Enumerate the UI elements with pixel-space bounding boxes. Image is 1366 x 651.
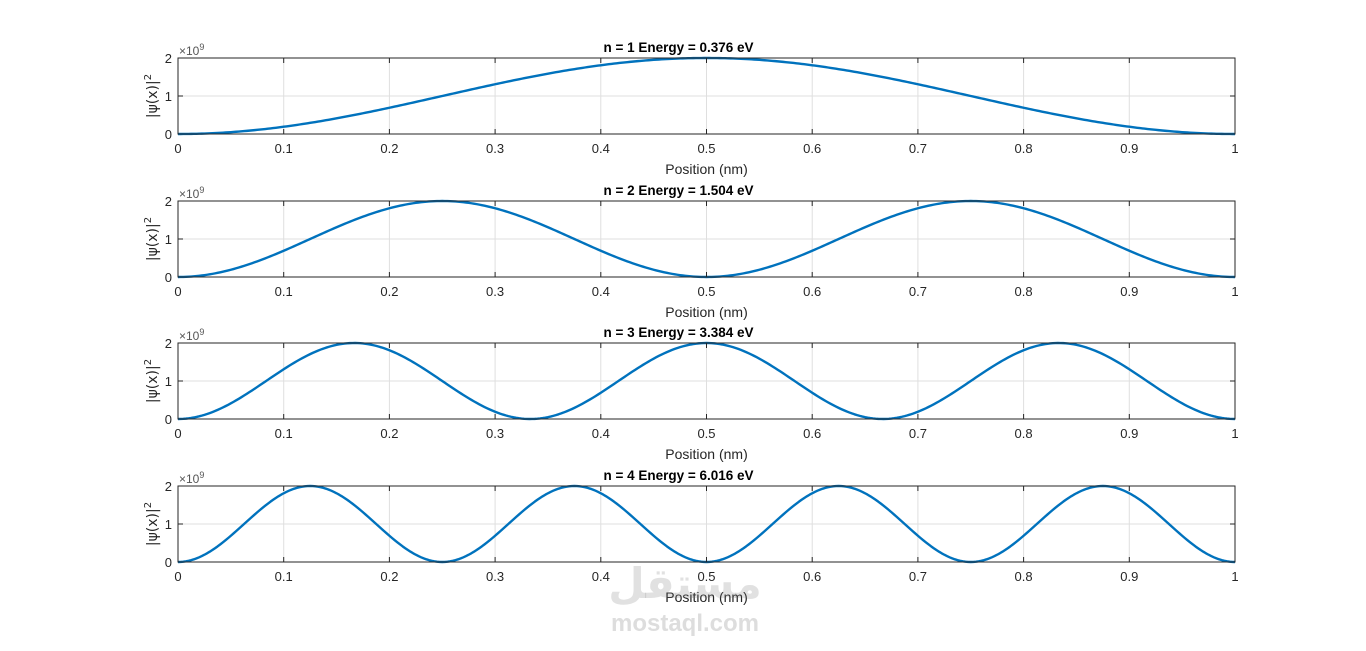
y-exponent-power: 9	[199, 470, 204, 480]
x-tick-label: 0.5	[697, 426, 715, 441]
subplot-title: n = 4 Energy = 6.016 eV	[603, 468, 753, 483]
x-tick-label: 0.2	[380, 569, 398, 584]
y-exponent-label: ×109	[179, 327, 204, 343]
y-exponent-label: ×109	[179, 185, 204, 201]
y-axis-label: |ψ(x)|2	[143, 74, 161, 118]
x-tick-label: 0.1	[275, 141, 293, 156]
subplot-4: 0 0.1 0.2 0.3 0.4 0.5 0.6 0.7 0.8 0.9 1 0 1 2 ×109 n = …	[143, 468, 1239, 605]
y-axis-label: |ψ(x)|2	[143, 217, 161, 261]
x-tick-label: 0.2	[380, 284, 398, 299]
x-tick-label: 0.6	[803, 141, 821, 156]
x-axis-label: Position (nm)	[665, 304, 747, 320]
y-exponent-label: ×109	[179, 42, 204, 58]
x-tick-label: 0.4	[592, 569, 610, 584]
y-tick-label: 1	[165, 374, 172, 389]
x-tick-label: 0.7	[909, 569, 927, 584]
y-axis-label: |ψ(x)|2	[143, 502, 161, 546]
subplot-title: n = 1 Energy = 0.376 eV	[603, 40, 753, 55]
x-axis-label: Position (nm)	[665, 589, 747, 605]
x-tick-label: 1	[1231, 141, 1238, 156]
x-tick-label: 0	[174, 569, 181, 584]
x-tick-label: 0.7	[909, 284, 927, 299]
x-tick-label: 0.4	[592, 426, 610, 441]
x-tick-label: 0	[174, 426, 181, 441]
y-tick-label: 1	[165, 517, 172, 532]
x-tick-label: 0.4	[592, 284, 610, 299]
x-tick-label: 0.5	[697, 569, 715, 584]
x-tick-label: 0.6	[803, 569, 821, 584]
y-tick-label: 0	[165, 555, 172, 570]
x-tick-label: 0.9	[1120, 426, 1138, 441]
y-axis-label-power: 2	[143, 502, 154, 508]
y-exponent-power: 9	[199, 327, 204, 337]
y-tick-label: 1	[165, 89, 172, 104]
y-axis-label: |ψ(x)|2	[143, 359, 161, 403]
x-tick-label: 0.9	[1120, 284, 1138, 299]
y-axis-label-power: 2	[143, 217, 154, 223]
y-tick-label: 2	[165, 51, 172, 66]
subplot-1: 0 0.1 0.2 0.3 0.4 0.5 0.6 0.7 0.8 0.9 1 0 1 2 ×109 n = …	[143, 40, 1239, 177]
x-tick-label: 0.9	[1120, 141, 1138, 156]
x-tick-label: 0.8	[1015, 141, 1033, 156]
x-tick-label: 0.1	[275, 426, 293, 441]
y-tick-label: 2	[165, 194, 172, 209]
subplot-title: n = 3 Energy = 3.384 eV	[603, 325, 753, 340]
subplot-2: 0 0.1 0.2 0.3 0.4 0.5 0.6 0.7 0.8 0.9 1 0 1 2 ×109 n = …	[143, 183, 1239, 320]
y-exponent-power: 9	[199, 42, 204, 52]
x-tick-label: 0.4	[592, 141, 610, 156]
x-tick-label: 0.3	[486, 569, 504, 584]
x-tick-label: 0.3	[486, 284, 504, 299]
x-tick-label: 0.2	[380, 141, 398, 156]
subplot-title: n = 2 Energy = 1.504 eV	[603, 183, 753, 198]
x-tick-label: 0.5	[697, 284, 715, 299]
y-tick-label: 1	[165, 232, 172, 247]
y-tick-label: 0	[165, 270, 172, 285]
x-tick-label: 0.8	[1015, 284, 1033, 299]
x-tick-label: 0.7	[909, 426, 927, 441]
x-tick-label: 0.7	[909, 141, 927, 156]
x-tick-label: 0.2	[380, 426, 398, 441]
y-exponent-power: 9	[199, 185, 204, 195]
x-tick-label: 0.3	[486, 426, 504, 441]
x-tick-label: 0.6	[803, 284, 821, 299]
x-tick-label: 0.1	[275, 284, 293, 299]
y-tick-label: 2	[165, 479, 172, 494]
y-axis-label-power: 2	[143, 74, 154, 80]
x-tick-label: 0	[174, 141, 181, 156]
x-tick-label: 0.6	[803, 426, 821, 441]
y-axis-label-power: 2	[143, 359, 154, 365]
x-tick-label: 1	[1231, 426, 1238, 441]
subplot-3: 0 0.1 0.2 0.3 0.4 0.5 0.6 0.7 0.8 0.9 1 0 1 2 ×109 n = …	[143, 325, 1239, 462]
x-axis-label: Position (nm)	[665, 161, 747, 177]
x-tick-label: 0.1	[275, 569, 293, 584]
x-tick-label: 1	[1231, 284, 1238, 299]
y-tick-label: 2	[165, 336, 172, 351]
x-tick-label: 0	[174, 284, 181, 299]
x-tick-label: 1	[1231, 569, 1238, 584]
x-axis-label: Position (nm)	[665, 446, 747, 462]
x-tick-label: 0.9	[1120, 569, 1138, 584]
x-tick-label: 0.5	[697, 141, 715, 156]
x-tick-label: 0.8	[1015, 426, 1033, 441]
y-tick-label: 0	[165, 412, 172, 427]
y-tick-label: 0	[165, 127, 172, 142]
x-tick-label: 0.8	[1015, 569, 1033, 584]
x-tick-label: 0.3	[486, 141, 504, 156]
y-exponent-label: ×109	[179, 470, 204, 486]
